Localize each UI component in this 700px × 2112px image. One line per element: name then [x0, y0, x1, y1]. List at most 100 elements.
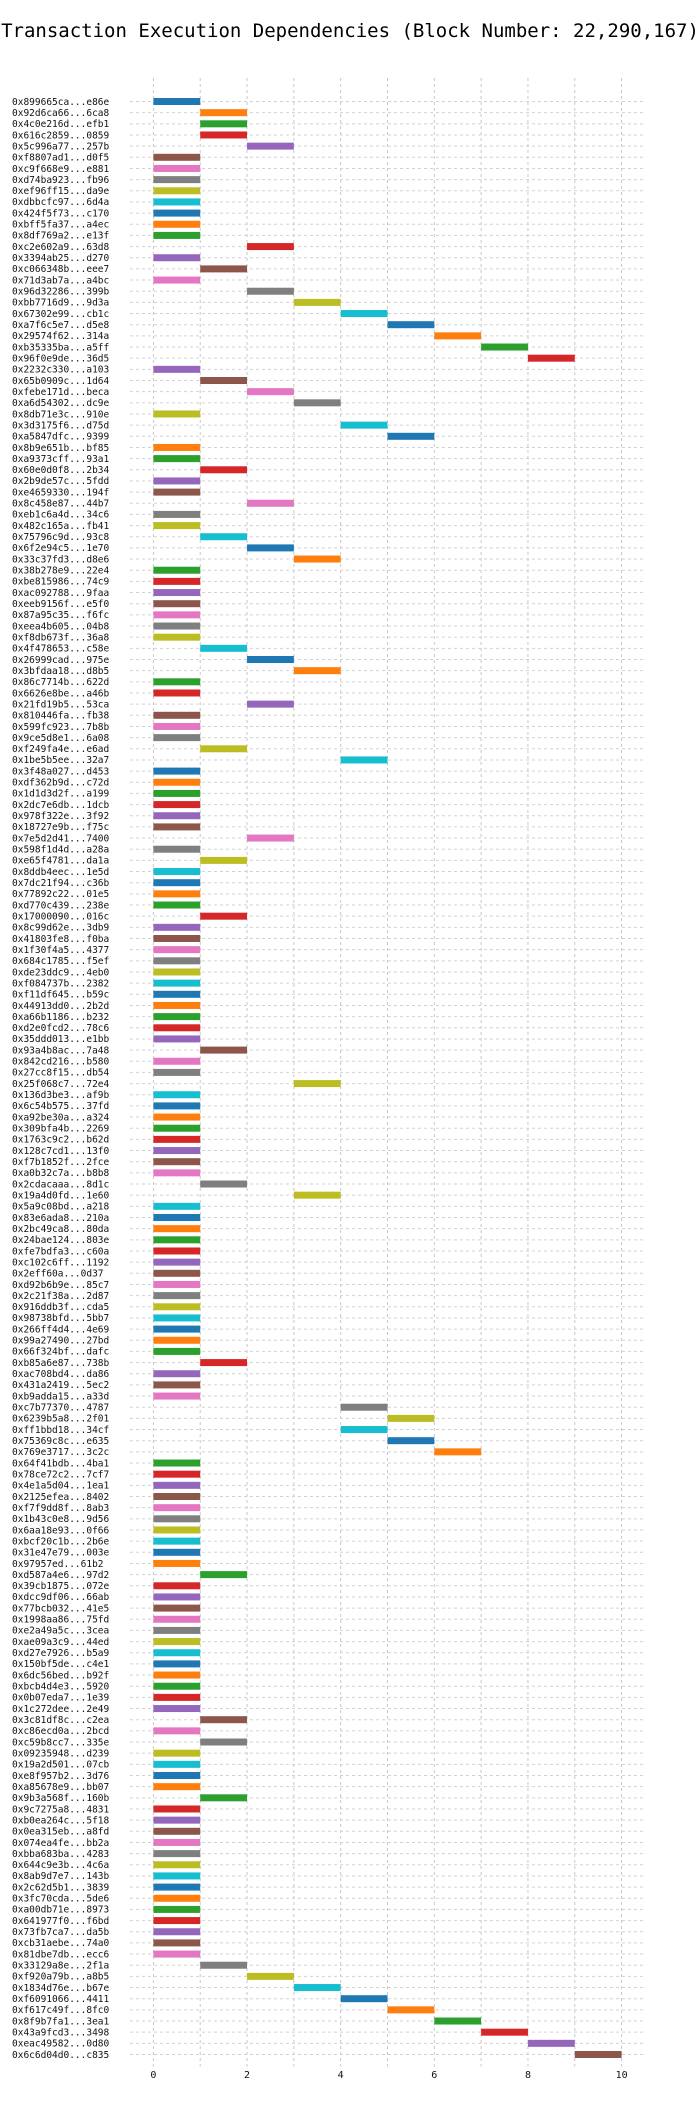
- transaction-bar: [200, 1046, 248, 1054]
- transaction-bar: [200, 1359, 248, 1367]
- transaction-bar: [153, 935, 201, 942]
- transaction-bar: [200, 745, 248, 753]
- y-axis-labels: 0x899665ca...e86e0x92d6ca66...6ca80x4c0e…: [12, 97, 110, 2061]
- transaction-bar: [153, 1292, 201, 1300]
- y-tick-label: 0x93a4b8ac...7a48: [12, 1045, 110, 1056]
- transaction-bar: [153, 1169, 201, 1177]
- transaction-bar: [153, 1515, 201, 1523]
- y-tick-label: 0xc86ecd0a...2bcd: [12, 1726, 109, 1737]
- transaction-bar: [153, 1024, 201, 1032]
- transaction-bar: [153, 1872, 201, 1880]
- y-tick-label: 0x86c7714b...622d: [12, 677, 109, 688]
- transaction-bar: [153, 722, 201, 730]
- transaction-bar: [527, 354, 575, 362]
- y-tick-label: 0x6dc56bed...b92f: [12, 1670, 109, 1681]
- transaction-bar: [200, 265, 248, 273]
- transaction-bar: [247, 499, 294, 507]
- transaction-bar: [153, 1470, 201, 1478]
- transaction-bar: [153, 1850, 201, 1858]
- y-tick-label: 0x6aa18e93...0f66: [12, 1525, 110, 1536]
- transaction-bar: [434, 2017, 482, 2025]
- y-tick-label: 0xdbbcfc97...6d4a: [12, 197, 109, 208]
- y-tick-label: 0x78ce72c2...7cf7: [12, 1469, 109, 1480]
- transaction-bar: [200, 1961, 248, 1969]
- transaction-bar: [153, 711, 201, 719]
- y-tick-label: 0x6c54b575...37fd: [12, 1101, 109, 1112]
- transaction-bar: [153, 1526, 201, 1534]
- transaction-bar: [200, 1571, 248, 1579]
- transaction-bar: [153, 198, 201, 206]
- x-tick-label: 4: [338, 2070, 344, 2081]
- transaction-bar: [247, 834, 294, 842]
- y-tick-label: 0x842cd216...b580: [12, 1057, 110, 1068]
- y-tick-label: 0x60e0d0f8...2b34: [12, 465, 110, 476]
- y-tick-label: 0xf084737b...2382: [12, 978, 109, 989]
- y-tick-label: 0xbcb4d4e3...5920: [12, 1682, 110, 1693]
- transaction-bar: [153, 1705, 201, 1713]
- transaction-bar: [153, 1459, 201, 1467]
- transaction-bar: [153, 209, 201, 217]
- transaction-bar: [153, 1102, 201, 1110]
- y-tick-label: 0xc9f668e9...e881: [12, 164, 110, 175]
- transaction-bar: [153, 1582, 201, 1590]
- y-tick-label: 0x309bfa4b...2269: [12, 1124, 110, 1135]
- y-tick-label: 0x4e1a5d04...1ea1: [12, 1481, 110, 1492]
- y-tick-label: 0x1b43c0e8...9d56: [12, 1514, 110, 1525]
- transaction-bar: [153, 600, 201, 608]
- y-tick-label: 0x38b278e9...22e4: [12, 566, 110, 577]
- y-tick-label: 0x7e5d2d41...7400: [12, 833, 110, 844]
- y-tick-label: 0xff1bbd18...34cf: [12, 1425, 109, 1436]
- transaction-bar: [153, 1202, 201, 1210]
- y-tick-label: 0xf11df645...b59c: [12, 990, 109, 1001]
- transaction-bar: [153, 1760, 201, 1768]
- transaction-bar: [153, 734, 201, 742]
- transaction-bars: [153, 98, 622, 2058]
- transaction-bar: [153, 1381, 201, 1389]
- y-tick-label: 0x8ab9d7e7...143b: [12, 1871, 110, 1882]
- transaction-bar: [340, 421, 388, 429]
- transaction-bar: [247, 243, 294, 251]
- transaction-bar: [153, 164, 201, 172]
- y-tick-label: 0x1be5b5ee...32a7: [12, 755, 109, 766]
- y-tick-label: 0x73fb7ca7...da5b: [12, 1927, 110, 1938]
- transaction-bar: [340, 1403, 388, 1411]
- y-tick-label: 0x2b9de57c...5fdd: [12, 476, 109, 487]
- y-tick-label: 0x3bfdaa18...d8b5: [12, 666, 109, 677]
- transaction-bar: [153, 1068, 201, 1076]
- y-tick-label: 0x8df769a2...e13f: [12, 231, 109, 242]
- transaction-bar: [574, 2051, 622, 2058]
- y-tick-label: 0xeac49582...0d80: [12, 2039, 110, 2050]
- y-tick-label: 0x27cc8f15...db54: [12, 1068, 110, 1079]
- transaction-bar: [153, 510, 201, 518]
- y-tick-label: 0x769e3717...3c2c: [12, 1447, 109, 1458]
- y-tick-label: 0x2125efea...8402: [12, 1492, 109, 1503]
- y-tick-label: 0x1998aa86...75fd: [12, 1615, 109, 1626]
- transaction-bar: [153, 254, 201, 262]
- y-tick-label: 0xc59b8cc7...335e: [12, 1737, 110, 1748]
- y-tick-label: 0xd74ba923...fb96: [12, 175, 110, 186]
- y-tick-label: 0xfebe171d...beca: [12, 387, 109, 398]
- transaction-bar: [200, 377, 248, 384]
- transaction-bar: [200, 1794, 248, 1802]
- y-tick-label: 0x2eff60a...0d37: [12, 1269, 104, 1280]
- transaction-bar: [153, 622, 201, 630]
- y-tick-label: 0x25f068c7...72e4: [12, 1079, 110, 1090]
- transaction-bar: [153, 1593, 201, 1601]
- transaction-bar: [340, 310, 388, 318]
- y-tick-label: 0xa85678e9...bb07: [12, 1782, 109, 1793]
- transaction-bar: [247, 142, 294, 150]
- y-tick-label: 0xf8807ad1...d0f5: [12, 153, 109, 164]
- y-tick-label: 0x2bc49ca8...80da: [12, 1224, 109, 1235]
- y-tick-label: 0x99a27490...27bd: [12, 1336, 109, 1347]
- transaction-bar: [153, 1626, 201, 1634]
- transaction-bar: [153, 979, 201, 987]
- transaction-bar: [200, 109, 248, 117]
- x-tick-label: 0: [150, 2070, 156, 2081]
- y-tick-label: 0x44913dd0...2b2d: [12, 1001, 109, 1012]
- y-tick-label: 0x64f41bdb...4ba1: [12, 1458, 110, 1469]
- y-tick-label: 0x424f5f73...c170: [12, 208, 110, 219]
- x-axis-labels: 0 2 4 6 8 10: [150, 2070, 627, 2081]
- transaction-bar: [153, 1493, 201, 1500]
- transaction-bar: [153, 901, 201, 909]
- y-tick-label: 0xb35335ba...a5ff: [12, 342, 109, 353]
